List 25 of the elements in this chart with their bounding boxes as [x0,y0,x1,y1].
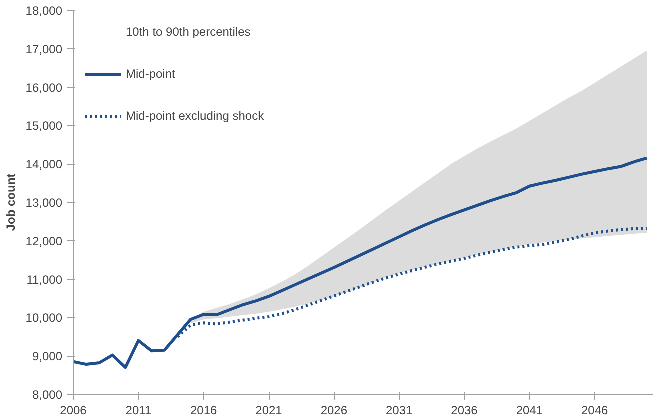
x-tick-label: 2011 [126,404,152,417]
y-tick-label: 8,000 [32,388,63,402]
line-series [74,156,648,370]
y-tick-label: 11,000 [26,272,63,287]
x-tick-label: 2041 [516,404,544,417]
y-tick-label: 15,000 [26,119,63,134]
y-tick-label: 13,000 [26,196,63,210]
y-tick-label: 16,000 [26,80,63,95]
y-tick-label: 9,000 [32,350,63,364]
x-tick-label: 2031 [386,404,414,417]
x-tick-label: 2021 [256,404,283,417]
y-tick-label: 12,000 [26,234,63,248]
x-tick-label: 2006 [60,404,88,417]
legend-label: Mid-point [126,67,176,81]
y-axis-title: Job count [4,174,18,232]
legend-label: Mid-point excluding shock [126,109,264,123]
y-tick-label: 14,000 [26,158,63,172]
x-tick-label: 2016 [190,404,218,417]
x-tick-label: 2046 [582,404,609,417]
annotation: 10th to 90th percentiles [126,25,251,39]
y-tick-label: 10,000 [26,311,63,326]
y-tick-label: 17,000 [26,42,63,56]
x-tick-label: 2036 [451,404,478,417]
y-tick-label: 18,000 [26,4,63,18]
x-tick-label: 2026 [320,404,348,417]
